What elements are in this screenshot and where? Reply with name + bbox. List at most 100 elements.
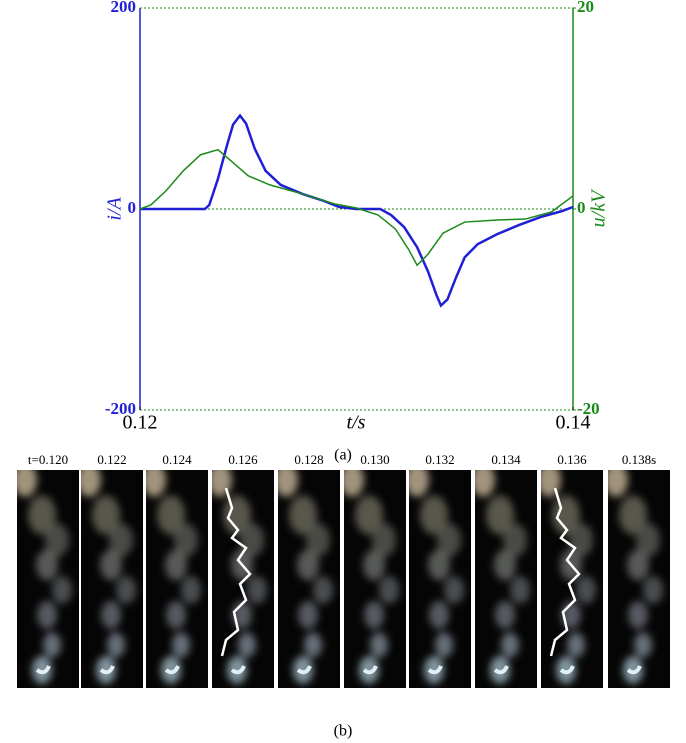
plume (296, 665, 312, 675)
smoke-blob (247, 576, 267, 604)
smoke-blob (495, 601, 515, 629)
smoke-blob (306, 523, 330, 557)
photo-frame (278, 470, 340, 688)
smoke (475, 470, 530, 684)
smoke-blob (313, 576, 333, 604)
frame-label: 0.138s (622, 452, 656, 467)
smoke-blob (420, 495, 448, 535)
smoke-blob (576, 576, 596, 604)
smoke-blob (172, 632, 190, 658)
smoke (608, 470, 663, 684)
smoke-blob (278, 470, 298, 497)
photo-frame (146, 470, 208, 688)
photo-frame (409, 470, 471, 688)
smoke-blob (107, 632, 125, 658)
plume (362, 665, 378, 675)
smoke-blob (490, 656, 510, 684)
smoke-blob (409, 470, 429, 497)
arc-channel (549, 487, 581, 657)
smoke-blob (45, 523, 69, 557)
smoke-blob (363, 549, 385, 581)
smoke-blob (364, 601, 384, 629)
frame-label: 0.124 (162, 452, 192, 467)
smoke-blob (627, 549, 649, 581)
photo-frame (81, 470, 143, 688)
caption: (a) (334, 447, 352, 464)
plume (35, 665, 51, 675)
caption: (b) (334, 723, 353, 740)
plume (164, 665, 180, 675)
frame-label: 0.122 (97, 452, 126, 467)
y-tick-label: -200 (105, 399, 136, 418)
photo-frame (17, 470, 79, 688)
frame-label: 0.136 (557, 452, 587, 467)
smoke-blob (101, 601, 121, 629)
smoke-blob (510, 576, 530, 604)
y2-tick-label: 20 (577, 0, 594, 16)
smoke-blob (486, 495, 514, 535)
smoke-blob (424, 656, 444, 684)
photo-frame (541, 470, 603, 688)
smoke-blob (116, 576, 136, 604)
smoke (81, 470, 136, 684)
smoke-blob (161, 656, 181, 684)
smoke-blob (174, 523, 198, 557)
smoke-blob (636, 523, 660, 557)
smoke (146, 470, 201, 684)
y2-tick-label: 0 (577, 198, 586, 217)
frame-label: 0.128 (294, 452, 323, 467)
smoke-blob (289, 495, 317, 535)
frame-label: 0.134 (491, 452, 521, 467)
smoke-blob (81, 470, 101, 497)
smoke (17, 470, 72, 684)
smoke-blob (444, 576, 464, 604)
smoke-blob (475, 470, 495, 497)
smoke-blob (157, 495, 185, 535)
x-axis-label: t/s (347, 412, 366, 434)
smoke-blob (304, 632, 322, 658)
smoke-blob (643, 576, 663, 604)
smoke-blob (355, 495, 383, 535)
smoke-blob (619, 495, 647, 535)
smoke-blob (297, 549, 319, 581)
smoke-blob (36, 549, 58, 581)
plume (427, 665, 443, 675)
photo-frame (212, 470, 274, 688)
smoke-blob (238, 632, 256, 658)
smoke-blob (298, 601, 318, 629)
smoke-blob (628, 601, 648, 629)
smoke-blob (165, 549, 187, 581)
photo-frame (475, 470, 537, 688)
plume (626, 665, 642, 675)
series-line (140, 113, 574, 308)
frame-label: 0.126 (228, 452, 258, 467)
plume (493, 665, 509, 675)
smoke-blob (556, 656, 576, 684)
smoke-blob (359, 656, 379, 684)
smoke-blob (435, 632, 453, 658)
smoke (278, 470, 333, 684)
smoke-blob (166, 601, 186, 629)
frame-label: t=0.120 (28, 452, 68, 467)
smoke-blob (623, 656, 643, 684)
arc-channel (220, 487, 252, 657)
smoke-blob (17, 470, 37, 497)
smoke-blob (293, 656, 313, 684)
smoke-blob (100, 549, 122, 581)
smoke-blob (28, 495, 56, 535)
photo-frame (608, 470, 670, 688)
smoke (344, 470, 399, 684)
smoke-blob (43, 632, 61, 658)
photo-frame (344, 470, 406, 688)
frame-label: 0.130 (360, 452, 389, 467)
smoke-blob (634, 632, 652, 658)
x-tick-label: 0.14 (556, 412, 591, 434)
y-axis-label: i/A (104, 197, 126, 221)
smoke-blob (428, 549, 450, 581)
smoke-blob (96, 656, 116, 684)
smoke-blob (437, 523, 461, 557)
y-tick-label: 0 (128, 198, 137, 217)
smoke-blob (608, 470, 628, 497)
frame-label: 0.132 (425, 452, 454, 467)
